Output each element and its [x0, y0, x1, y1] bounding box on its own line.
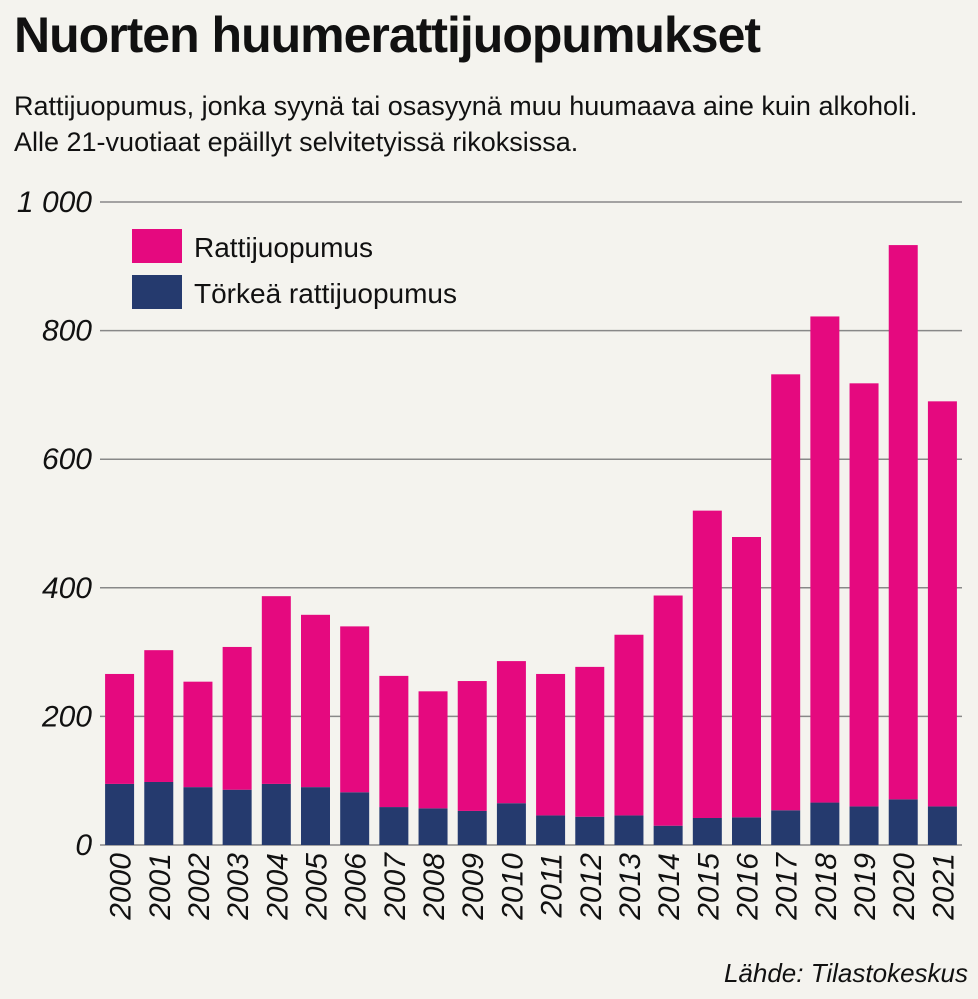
- x-axis-ticks: 2000 2001 2002 2003 2004 2005 2006 2007 2008 2009…: [105, 852, 961, 921]
- bar-torkea-2010: [496, 803, 526, 845]
- y-tick-label: 200: [41, 700, 92, 733]
- bar-rattijuopumus-2010: [496, 661, 526, 804]
- bar-torkea-2019: [849, 806, 879, 845]
- bar-torkea-2017: [771, 810, 801, 845]
- x-tick-label-2011: 2011: [536, 853, 569, 919]
- bar-torkea-2016: [732, 817, 761, 845]
- x-tick-label-2017: 2017: [771, 852, 804, 921]
- y-tick-label: 400: [42, 572, 92, 605]
- x-tick-label-2001: 2001: [144, 853, 177, 921]
- source-note: Lähde: Tilastokeskus: [723, 958, 968, 988]
- y-tick-label: 800: [42, 315, 92, 348]
- legend: Rattijuopumus Törkeä rattijuopumus: [132, 229, 457, 309]
- bar-rattijuopumus-2000: [105, 673, 135, 784]
- bar-rattijuopumus-2009: [457, 681, 487, 811]
- x-tick-label-2019: 2019: [849, 853, 882, 921]
- bar-rattijuopumus-2020: [888, 245, 918, 800]
- bar-torkea-2021: [927, 806, 957, 845]
- x-tick-label-2015: 2015: [692, 853, 725, 921]
- x-tick-label-2006: 2006: [340, 853, 373, 921]
- x-tick-label-2021: 2021: [927, 853, 960, 921]
- bar-torkea-2009: [457, 810, 487, 845]
- x-tick-label-2004: 2004: [261, 853, 294, 921]
- bar-rattijuopumus-2002: [183, 681, 213, 788]
- x-tick-label-2005: 2005: [301, 853, 334, 921]
- legend-swatch-rattijuopumus: [132, 229, 182, 263]
- bar-torkea-2000: [105, 783, 135, 845]
- x-tick-label-2013: 2013: [614, 853, 647, 921]
- bar-rattijuopumus-2013: [614, 634, 644, 816]
- y-tick-label: 1 000: [17, 186, 92, 219]
- x-tick-label-2008: 2008: [418, 853, 451, 921]
- bar-rattijuopumus-2012: [575, 666, 605, 817]
- bar-torkea-2003: [222, 789, 252, 845]
- bar-rattijuopumus-2016: [732, 537, 761, 818]
- y-tick-label: 0: [75, 829, 92, 862]
- bar-rattijuopumus-2004: [261, 596, 291, 784]
- bar-rattijuopumus-2018: [810, 316, 840, 803]
- bar-torkea-2020: [888, 799, 918, 845]
- bar-rattijuopumus-2008: [418, 691, 448, 809]
- x-tick-label-2010: 2010: [496, 853, 529, 921]
- bar-torkea-2018: [810, 802, 840, 845]
- bar-torkea-2007: [379, 807, 409, 845]
- bar-rattijuopumus-2017: [771, 374, 801, 811]
- bar-torkea-2013: [614, 815, 644, 845]
- x-tick-label-2012: 2012: [575, 853, 608, 921]
- bar-rattijuopumus-2015: [692, 510, 722, 818]
- bar-torkea-2004: [261, 783, 291, 845]
- chart-title: Nuorten huumerattijuopumukset: [14, 7, 761, 63]
- bar-rattijuopumus-2007: [379, 675, 409, 808]
- x-tick-label-2002: 2002: [183, 853, 216, 921]
- bar-rattijuopumus-2001: [144, 650, 174, 782]
- x-tick-label-2003: 2003: [222, 853, 255, 921]
- bar-torkea-2015: [692, 817, 722, 845]
- bar-torkea-2014: [653, 825, 683, 845]
- legend-swatch-torkea: [132, 275, 182, 309]
- bar-torkea-2006: [340, 792, 370, 845]
- x-tick-label-2007: 2007: [379, 852, 412, 921]
- bar-torkea-2011: [536, 815, 566, 845]
- legend-label-rattijuopumus: Rattijuopumus: [194, 232, 373, 263]
- bar-rattijuopumus-2019: [849, 383, 879, 807]
- bar-rattijuopumus-2014: [653, 595, 683, 826]
- bar-rattijuopumus-2005: [301, 614, 330, 788]
- y-tick-label: 600: [42, 443, 92, 476]
- bar-torkea-2008: [418, 808, 448, 845]
- bar-rattijuopumus-2006: [340, 626, 370, 793]
- bar-rattijuopumus-2011: [536, 673, 566, 816]
- bar-torkea-2012: [575, 816, 605, 845]
- x-tick-label-2000: 2000: [105, 853, 138, 921]
- bar-rattijuopumus-2003: [222, 646, 252, 790]
- bar-rattijuopumus-2021: [927, 401, 957, 807]
- x-tick-label-2009: 2009: [457, 853, 490, 921]
- chart-subtitle: Rattijuopumus, jonka syynä tai osasyynä …: [14, 91, 918, 157]
- legend-label-torkea: Törkeä rattijuopumus: [194, 278, 457, 309]
- x-tick-label-2020: 2020: [888, 853, 921, 921]
- x-tick-label-2018: 2018: [810, 853, 843, 921]
- x-tick-label-2014: 2014: [653, 853, 686, 921]
- bar-torkea-2002: [183, 787, 213, 845]
- bar-torkea-2005: [301, 787, 330, 845]
- y-axis-ticks: 0 200 400 600 800 1 000: [17, 186, 92, 862]
- bars: [105, 245, 957, 845]
- bar-torkea-2001: [144, 781, 174, 845]
- x-tick-label-2016: 2016: [732, 853, 765, 921]
